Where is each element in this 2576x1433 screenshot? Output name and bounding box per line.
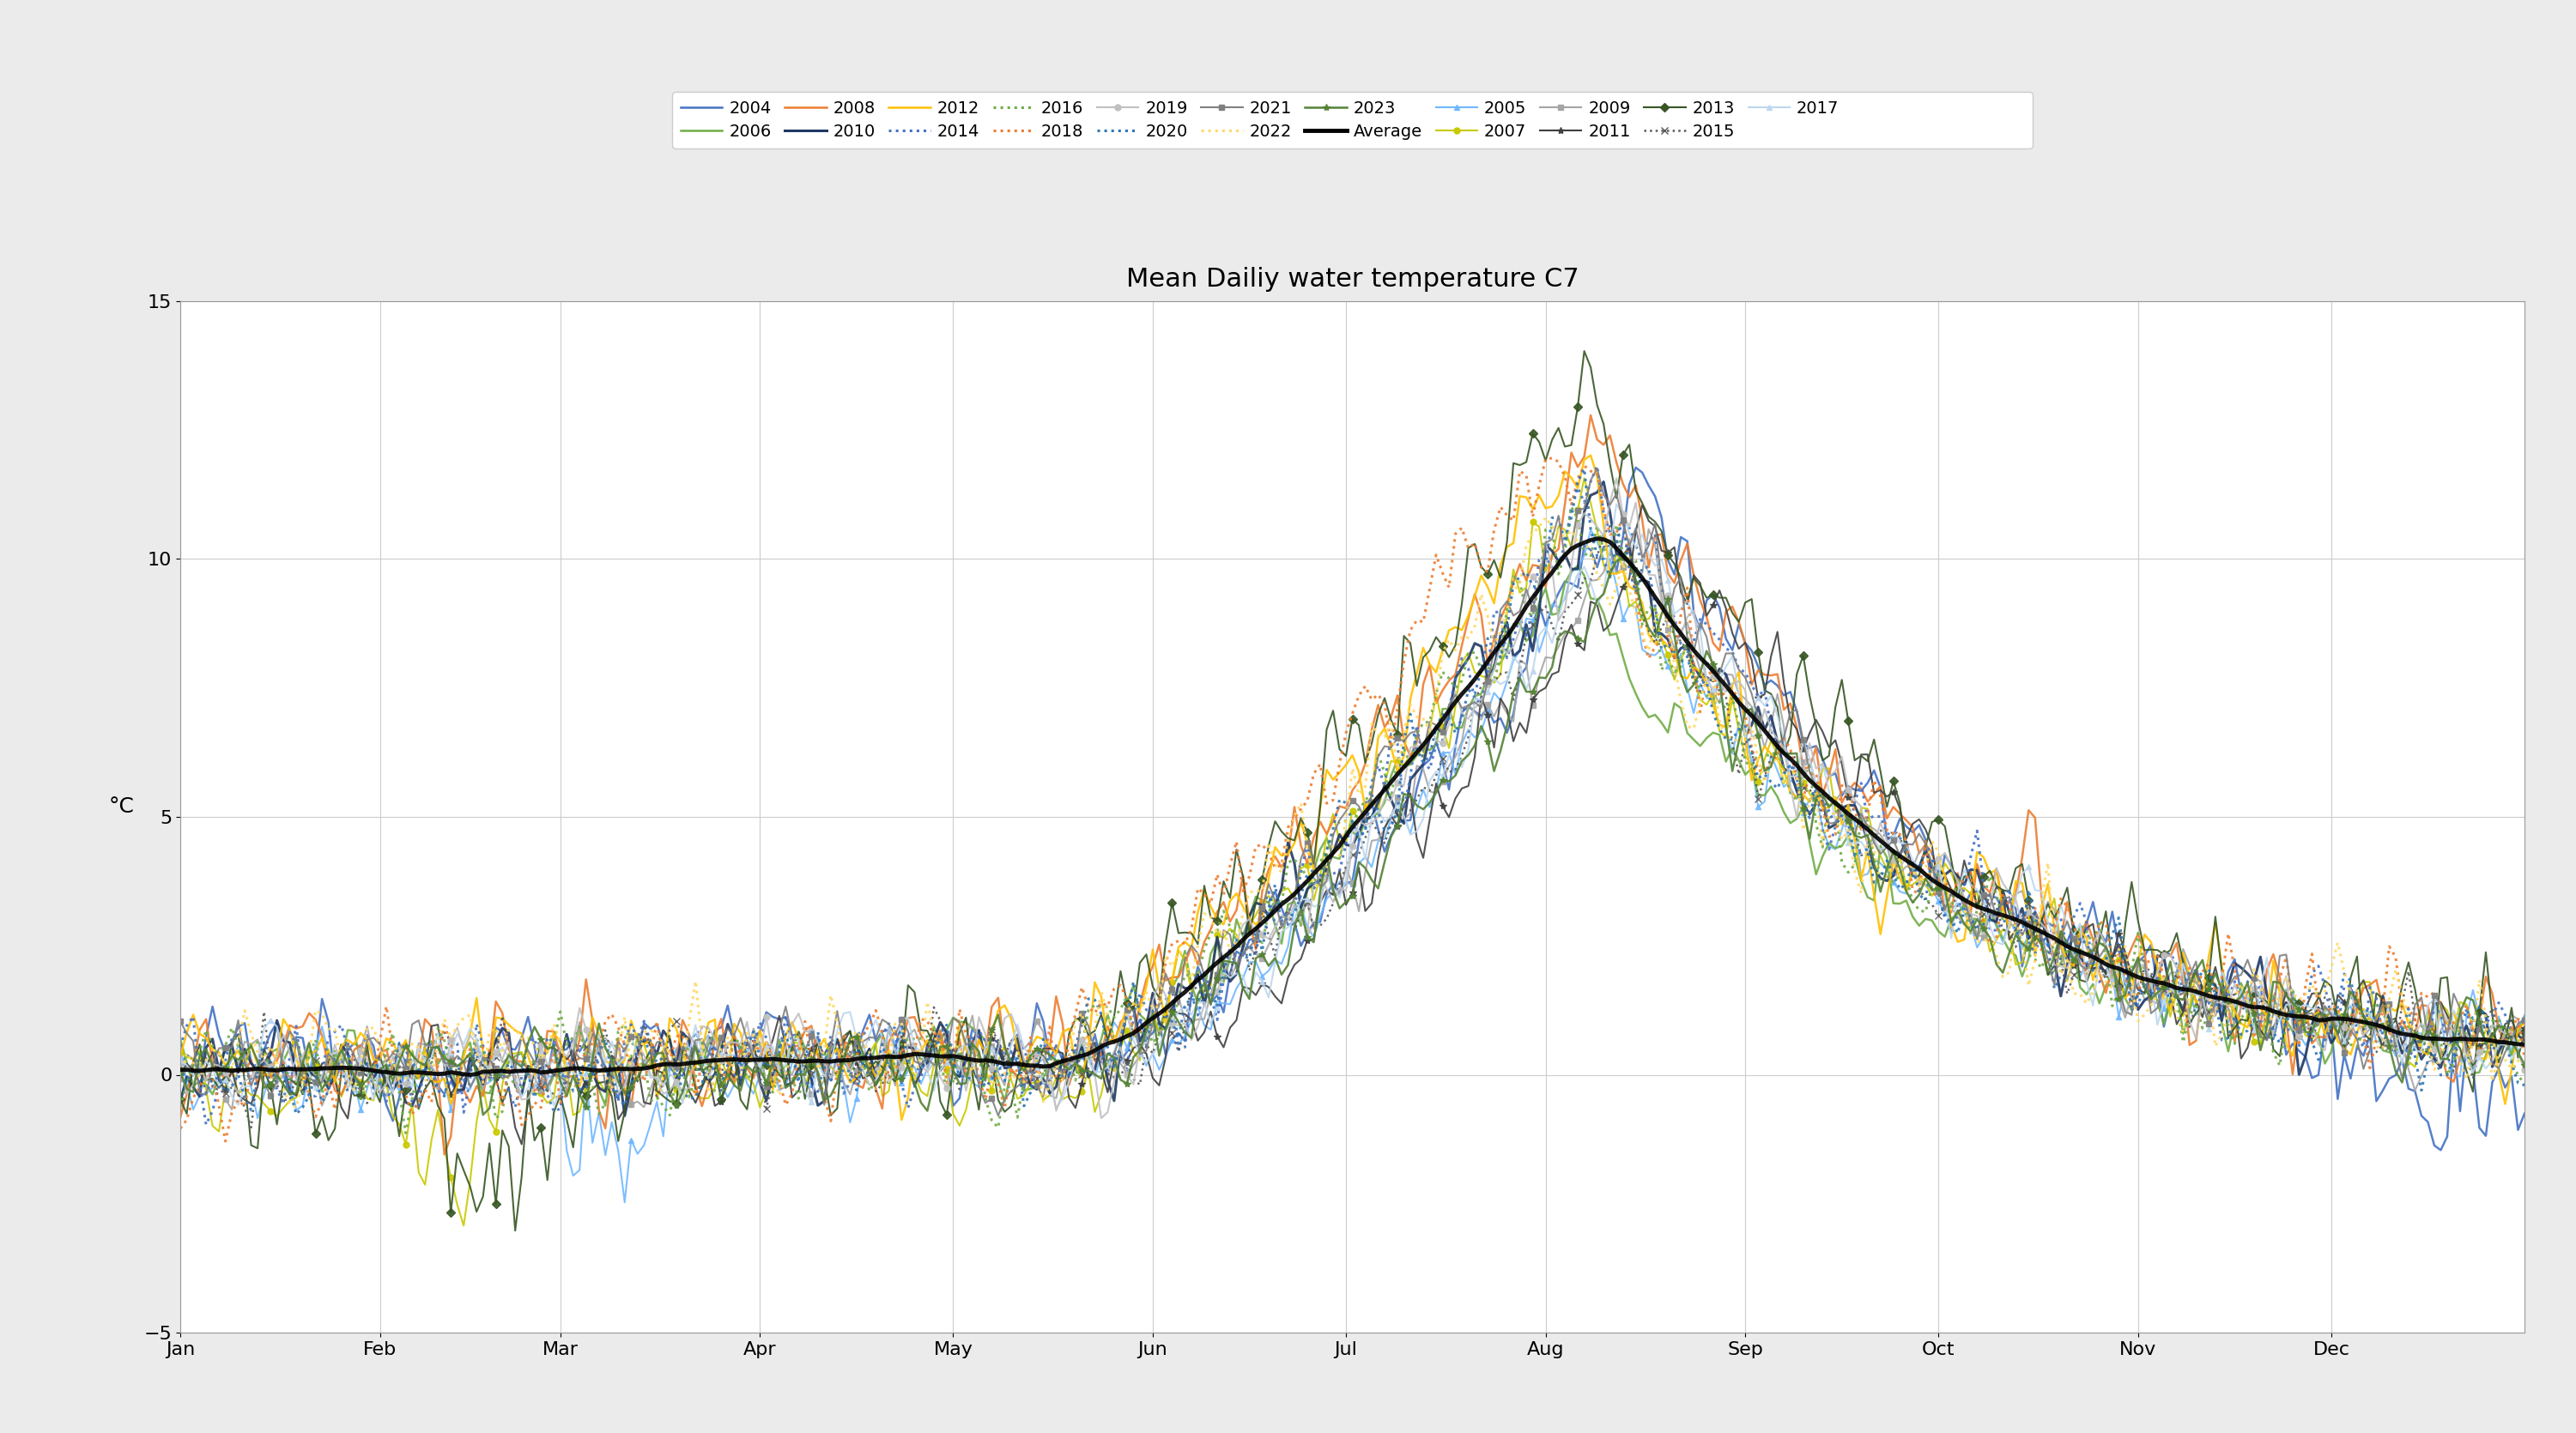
Legend: 2004, 2006, 2008, 2010, 2012, 2014, 2016, 2018, 2019, 2020, 2021, 2022, 2023, Av: 2004, 2006, 2008, 2010, 2012, 2014, 2016… (672, 92, 2032, 148)
Title: Mean Dailiy water temperature C7: Mean Dailiy water temperature C7 (1126, 267, 1579, 292)
Y-axis label: °C: °C (108, 797, 134, 817)
